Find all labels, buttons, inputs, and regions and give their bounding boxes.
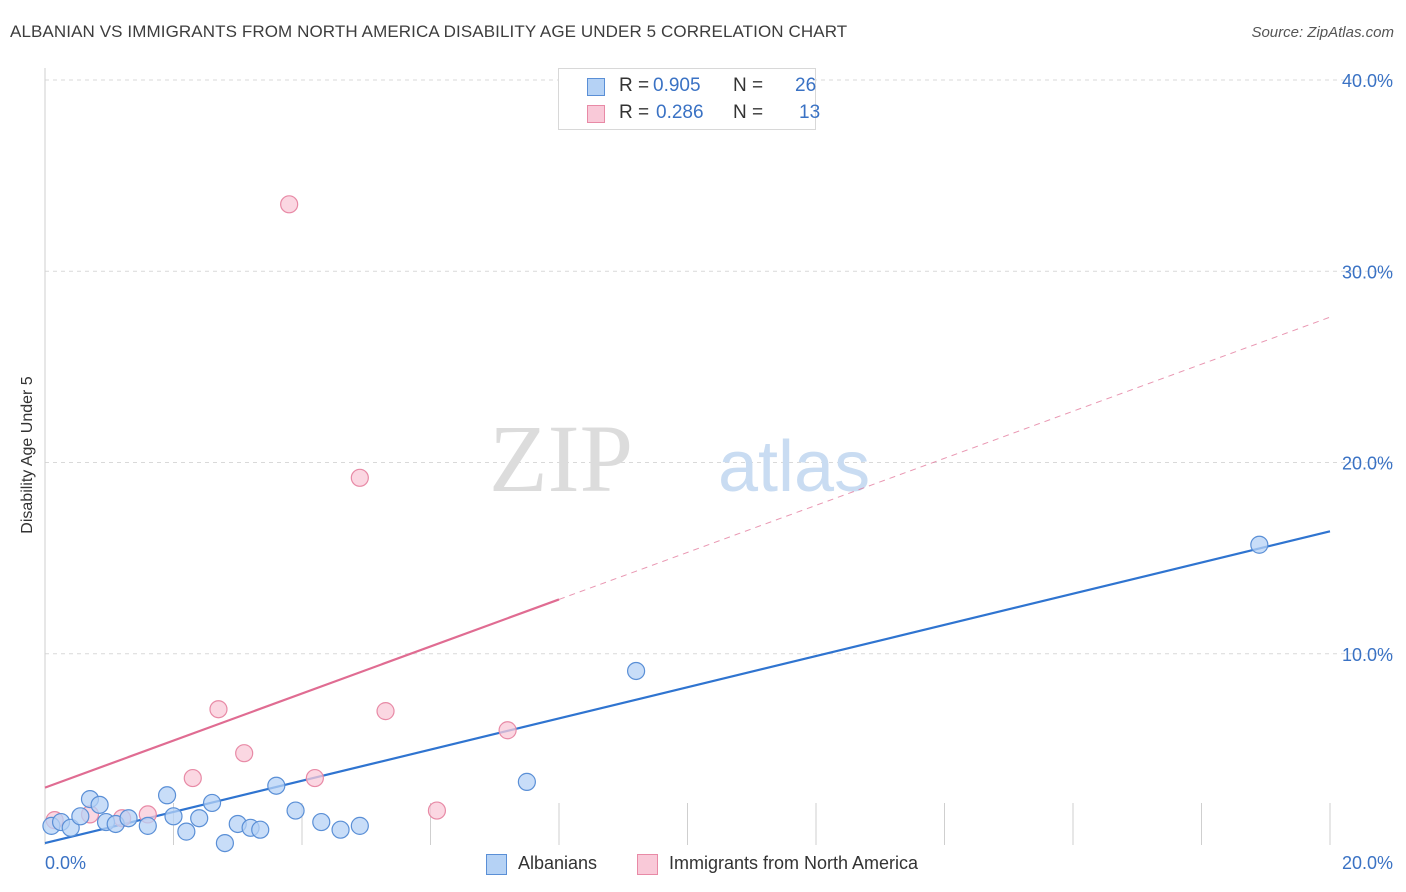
albanians-point [1250,535,1269,554]
y-tick-label: 20.0% [1342,454,1393,474]
albanians-point [164,807,183,826]
watermark: ZIP atlas [489,405,870,512]
albanians-point [286,801,305,820]
immigrants-point [280,195,299,214]
legend-label-immigrants: Immigrants from North America [669,853,919,873]
legend-swatch-blue [486,854,507,875]
immigrants-point [183,768,202,788]
watermark-atlas: atlas [718,427,870,507]
albanians-point [177,822,196,841]
immigrants-point [427,801,447,820]
albanians-point [119,809,138,828]
albanians-point [190,809,209,828]
albanians-point [71,807,90,826]
albanians-point [157,786,177,805]
albanians-point [267,776,286,795]
correlation-legend: R = 0.905 N = 26 R = 0.286 N = 13 [558,68,820,130]
legend-swatch-pink [637,854,658,875]
y-tick-label: 30.0% [1342,262,1393,282]
chart-title: ALBANIAN VS IMMIGRANTS FROM NORTH AMERIC… [10,22,848,41]
legend-r-label: R = [619,75,650,96]
grid-layer [44,68,1393,845]
albanians-point [626,661,646,681]
legend-r-value: 0.286 [656,102,704,123]
legend-n-label: N = [733,102,764,123]
legend-label-albanians: Albanians [518,853,598,873]
albanians-point [202,793,222,813]
legend-n-value: 26 [795,75,817,96]
watermark-zip: ZIP [489,405,633,512]
legend-swatch-pink [587,105,605,123]
legend-r-value: 0.905 [653,75,701,96]
immigrants-trend-line [44,598,560,789]
immigrants-point [235,744,254,763]
albanians-point [251,820,270,839]
immigrants-point [305,768,324,788]
immigrants-point [376,702,395,721]
albanians-point [138,816,157,835]
trend-layer [44,316,1331,845]
albanians-point [215,833,234,853]
source-label: Source: ZipAtlas.com [1251,24,1394,41]
albanians-trend-line [44,530,1331,845]
immigrants-point [498,721,517,740]
legend-swatch-blue [587,78,605,96]
tick-layer: 10.0% 20.0% 30.0% 40.0% 0.0% 20.0% [45,71,1393,873]
legend-r-label: R = [619,102,650,123]
y-tick-label: 40.0% [1342,71,1393,91]
albanians-point [517,772,536,791]
x-tick-label: 20.0% [1342,853,1393,873]
y-tick-label: 10.0% [1342,645,1393,665]
immigrants-trend-extension [558,316,1331,600]
albanians-point [312,812,331,832]
legend-n-label: N = [733,75,764,96]
immigrants-point [350,468,369,487]
x-tick-label: 0.0% [45,853,86,873]
legend-n-value: 13 [799,102,821,123]
albanians-point [90,795,109,814]
albanians-point [331,820,350,839]
immigrants-point [209,700,228,719]
albanians-point [350,816,369,835]
points-layer [42,195,1269,853]
